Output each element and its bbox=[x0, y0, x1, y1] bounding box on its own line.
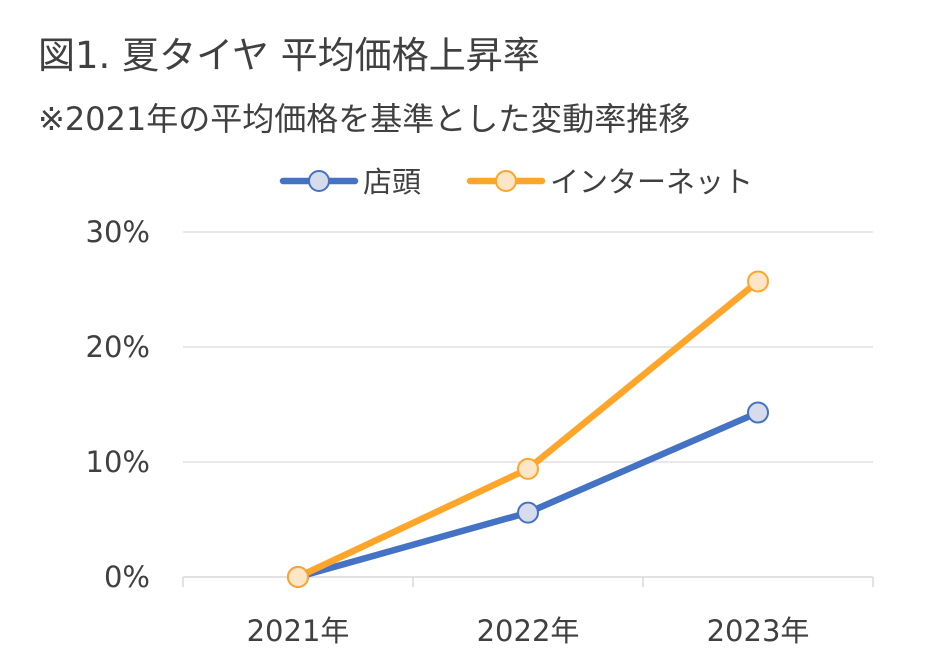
series-0-point bbox=[517, 501, 539, 524]
y-tick-label: 0% bbox=[104, 560, 150, 594]
series-1-point bbox=[517, 457, 539, 480]
x-axis-tick-labels: 2021年 2022年 2023年 bbox=[247, 614, 810, 648]
series-line-1 bbox=[294, 278, 762, 581]
series-0-point bbox=[747, 401, 769, 424]
chart-subtitle: ※2021年の平均価格を基準とした変動率推移 bbox=[38, 100, 691, 138]
y-tick-label: 10% bbox=[86, 445, 150, 479]
legend: 店頭 インターネット bbox=[279, 165, 753, 199]
legend-label-0: 店頭 bbox=[363, 165, 421, 199]
series-line-0 bbox=[294, 409, 762, 581]
series-1-point bbox=[287, 566, 309, 588]
y-tick-label: 30% bbox=[86, 215, 150, 249]
series-1-point bbox=[747, 270, 769, 293]
y-tick-label: 20% bbox=[86, 330, 150, 364]
gridlines bbox=[183, 231, 873, 463]
x-tick-label: 2022年 bbox=[477, 614, 580, 648]
x-tick-label: 2021年 bbox=[247, 614, 350, 648]
legend-marker-0 bbox=[308, 170, 330, 192]
axes bbox=[182, 576, 874, 587]
legend-label-1: インターネット bbox=[550, 165, 753, 199]
x-tick-label: 2023年 bbox=[707, 614, 810, 648]
legend-marker-1 bbox=[495, 170, 517, 192]
chart-title: 図1. 夏タイヤ 平均価格上昇率 bbox=[38, 34, 540, 77]
y-axis-tick-labels: 0% 10% 20% 30% bbox=[86, 215, 150, 594]
series-layer bbox=[287, 270, 769, 588]
